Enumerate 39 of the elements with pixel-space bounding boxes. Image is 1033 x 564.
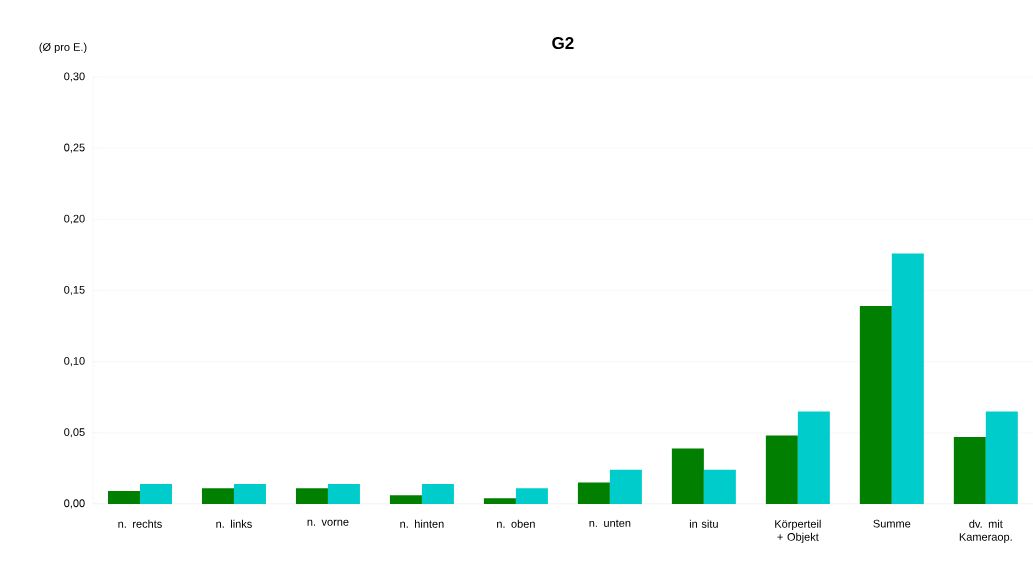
bar [139, 484, 172, 504]
bar [233, 484, 266, 504]
bar [797, 411, 830, 504]
bar [515, 488, 548, 504]
x-tick-label: n. oben [497, 519, 535, 528]
x-tick-label: Summe [873, 519, 911, 528]
bar [577, 482, 610, 504]
y-tick-label: 0,30 [64, 72, 85, 82]
chart-title: G2 [552, 37, 574, 50]
bar [609, 469, 642, 504]
y-tick-label: 0,00 [64, 499, 85, 509]
y-tick-label: 0,20 [64, 214, 85, 224]
bar [765, 435, 798, 504]
bar [389, 495, 422, 504]
bar [107, 491, 140, 504]
x-tick-label: n. vorne [307, 519, 349, 526]
bar [421, 484, 454, 504]
bar [703, 469, 736, 504]
x-tick-label: n. links [216, 519, 252, 528]
x-tick-label: n. hinten [400, 519, 444, 528]
bar [859, 306, 892, 504]
x-tick-label: Körperteil + Objekt [775, 519, 821, 544]
bar [891, 253, 924, 504]
bar [671, 448, 704, 504]
y-tick-label: 0,25 [64, 143, 85, 153]
bar [953, 437, 986, 504]
y-tick-label: 0,15 [64, 285, 85, 296]
bar [201, 488, 234, 504]
y-tick-label: 0,10 [64, 357, 85, 367]
y-axis-title: (Ø pro E.) [39, 42, 87, 54]
bar [295, 488, 328, 504]
bar [483, 498, 516, 504]
y-tick-label: 0,05 [64, 428, 85, 438]
x-tick-label: n. unten [589, 519, 631, 528]
x-tick-label: dv. mit Kameraop. [959, 519, 1012, 544]
bar [327, 484, 360, 504]
bar [985, 411, 1018, 504]
x-tick-label: n. rechts [118, 519, 162, 528]
x-tick-label: in situ [689, 519, 718, 528]
